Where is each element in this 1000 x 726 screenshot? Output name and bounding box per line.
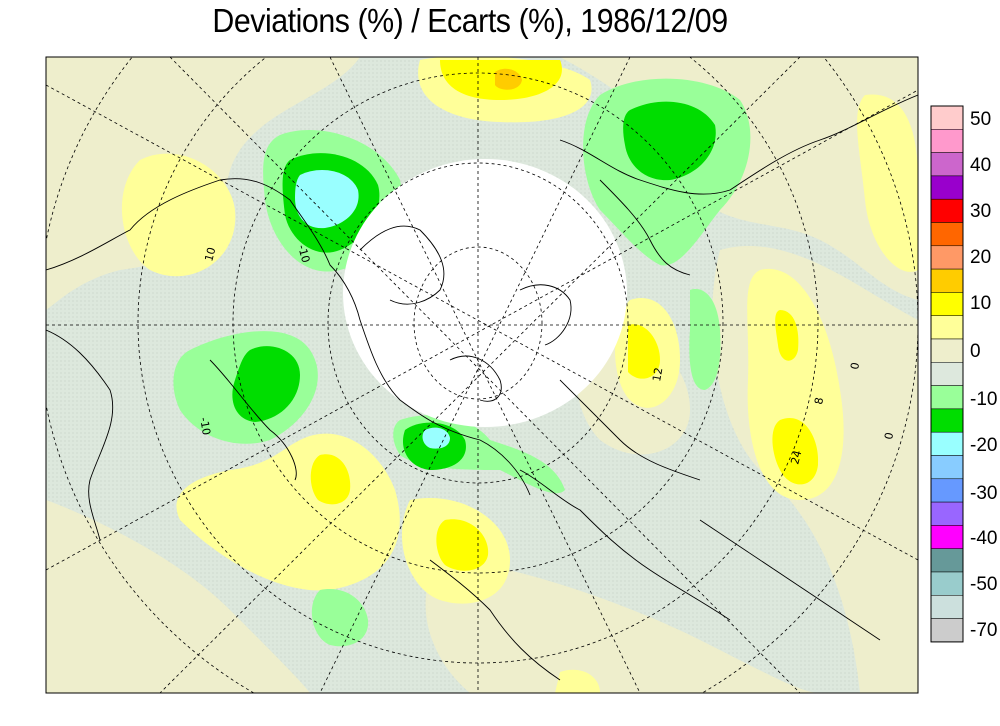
legend-swatch (930, 595, 964, 619)
contour-label: -10 (197, 416, 213, 436)
graticule (46, 57, 918, 693)
legend-label: 20 (970, 247, 992, 268)
map-title: Deviations (%) / Ecarts (%), 1986/12/09 (212, 2, 728, 39)
positive-20-region (775, 310, 799, 361)
legend-swatch (930, 571, 964, 596)
coastlines (46, 94, 918, 681)
legend-swatch (930, 548, 964, 573)
legend-frame (930, 105, 964, 643)
positive-20-region (628, 324, 660, 379)
contour-label: 24 (788, 449, 804, 466)
contour-label: 8 (812, 396, 826, 405)
legend-swatch (930, 455, 964, 480)
legend-label: -70 (970, 620, 998, 641)
map-field: 10 -10 -10 12 8 24 0 0 (46, 57, 918, 693)
legend-swatch (930, 431, 964, 456)
legend-label: -30 (970, 483, 998, 504)
legend-label: -50 (970, 574, 998, 595)
contour-labels: 10 -10 -10 12 8 24 0 0 (197, 243, 896, 465)
legend-swatch (930, 152, 964, 177)
legend-label: 10 (970, 293, 992, 314)
contour-label: 0 (882, 431, 896, 440)
legend-swatch (930, 129, 964, 153)
negative-30-region (295, 170, 359, 229)
legend-swatch (930, 362, 964, 386)
legend-swatch (930, 222, 964, 247)
legend-label: -20 (970, 435, 998, 456)
negative-30-region (422, 427, 450, 449)
positive-10-region (857, 94, 918, 272)
legend-swatch (930, 501, 964, 526)
negative-20-region (232, 346, 300, 422)
negative-20-region (623, 101, 716, 181)
positive-20-region (772, 418, 819, 485)
legend-swatch (930, 268, 964, 293)
legend-swatch (930, 245, 964, 270)
legend-label: -40 (970, 528, 998, 549)
positive-20-region (310, 454, 351, 505)
legend-swatch (930, 105, 964, 130)
legend-swatch (930, 478, 964, 503)
contour-label: 0 (848, 361, 862, 370)
contour-label: 10 (202, 246, 218, 263)
legend-label: 40 (970, 155, 992, 176)
positive-10-region (555, 669, 600, 693)
zero-band-region (46, 500, 310, 693)
positive-10-region (747, 268, 844, 500)
polar-no-data-region (343, 159, 627, 427)
negative-10-region (311, 589, 369, 647)
legend-swatch (930, 338, 964, 363)
legend-swatch (930, 525, 964, 549)
legend-color-bar (930, 105, 964, 643)
legend-label: 30 (970, 201, 992, 222)
legend-swatch (930, 292, 964, 316)
legend-swatch (930, 198, 964, 223)
legend-swatch (930, 618, 964, 643)
legend-swatch (930, 175, 964, 200)
legend-label: 0 (970, 341, 981, 362)
legend-swatch (930, 315, 964, 340)
legend-label: -10 (970, 389, 998, 410)
contour-label: -10 (295, 243, 312, 264)
negative-10-region (689, 289, 721, 390)
map-frame (45, 56, 919, 694)
legend-swatch (930, 385, 964, 410)
contour-label: 12 (650, 366, 665, 382)
legend-label: 50 (970, 109, 992, 130)
legend-swatch (930, 408, 964, 433)
positive-20-region (436, 519, 489, 571)
